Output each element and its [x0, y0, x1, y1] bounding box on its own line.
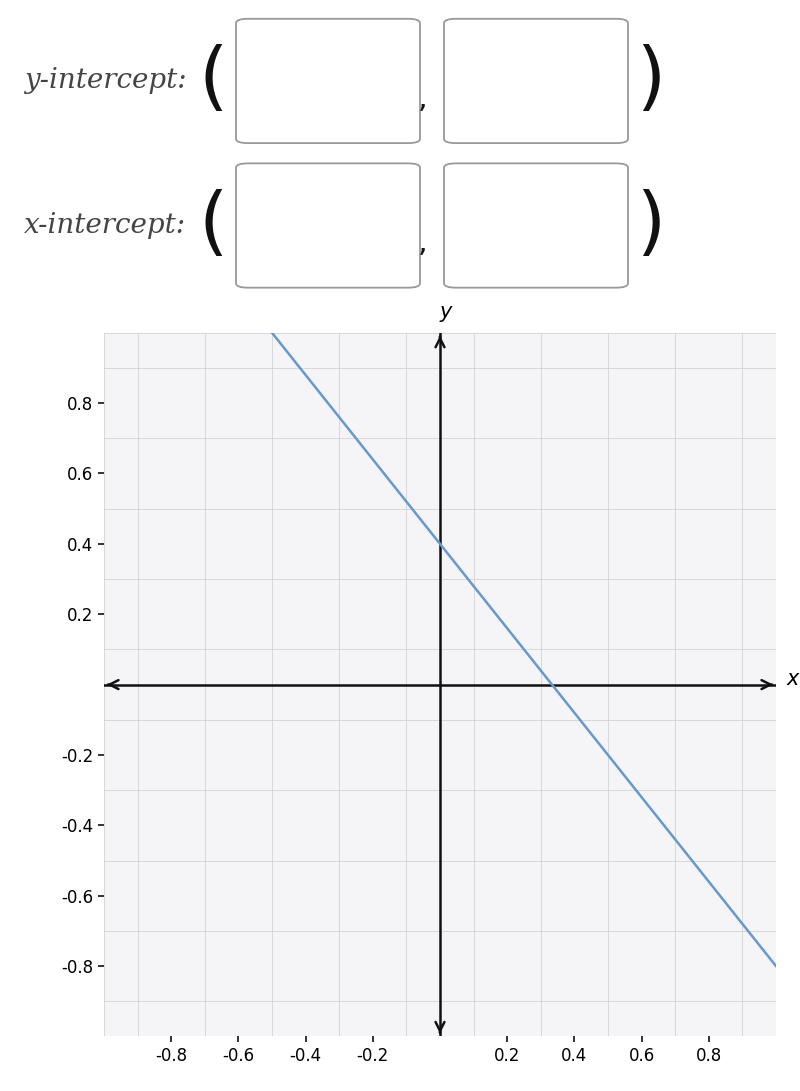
- FancyBboxPatch shape: [444, 19, 628, 143]
- Text: x: x: [786, 669, 798, 690]
- Text: (: (: [198, 45, 228, 118]
- Text: y-intercept:: y-intercept:: [24, 68, 186, 95]
- Text: x-intercept:: x-intercept:: [24, 212, 186, 239]
- Text: ,: ,: [418, 228, 427, 257]
- FancyBboxPatch shape: [236, 19, 420, 143]
- Text: y: y: [440, 302, 452, 322]
- Text: (: (: [198, 189, 228, 262]
- FancyBboxPatch shape: [236, 164, 420, 288]
- FancyBboxPatch shape: [444, 164, 628, 288]
- Text: ): ): [636, 45, 665, 118]
- Text: ,: ,: [418, 84, 427, 112]
- Text: ): ): [636, 189, 665, 262]
